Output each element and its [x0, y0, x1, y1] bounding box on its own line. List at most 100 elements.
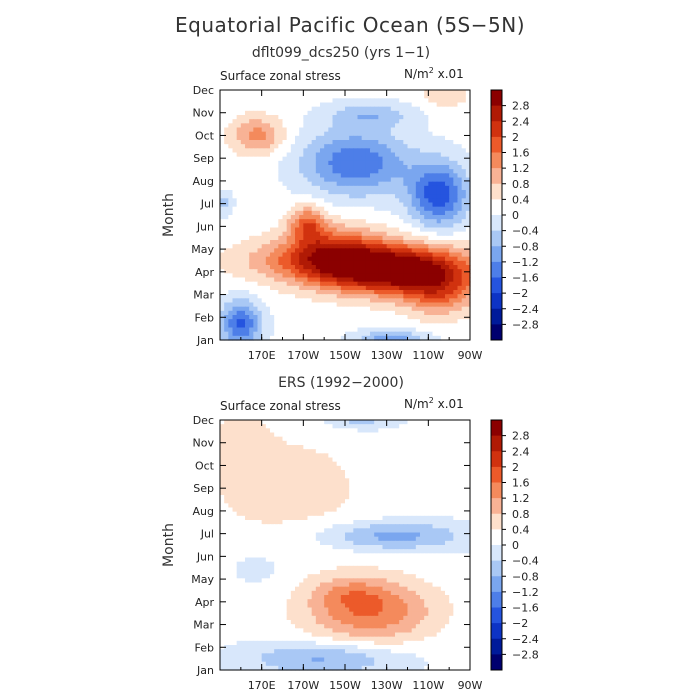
heatmap-cell [457, 478, 463, 484]
heatmap-cell [228, 256, 234, 262]
heatmap-cell [349, 499, 354, 504]
heatmap-cell [224, 331, 229, 337]
heatmap-cell [236, 127, 242, 133]
colorbar-swatch [491, 152, 502, 169]
heatmap-cell [220, 298, 225, 304]
heatmap-cell [270, 285, 275, 291]
heatmap-cell [320, 210, 325, 216]
heatmap-cell [345, 265, 350, 270]
heatmap-cell [270, 327, 275, 333]
heatmap-cell [324, 424, 329, 429]
heatmap-cell [340, 440, 346, 446]
panel-2-units-base: N/m [404, 397, 429, 411]
heatmap-cell [340, 248, 346, 254]
heatmap-cell [253, 106, 259, 112]
heatmap-cell [228, 315, 234, 320]
heatmap-cell [399, 94, 404, 99]
heatmap-cell [282, 156, 288, 162]
heatmap-cell [411, 215, 417, 220]
heatmap-cell [370, 265, 375, 270]
heatmap-cell [311, 490, 317, 496]
heatmap-cell [270, 106, 275, 112]
heatmap-cell [232, 169, 238, 174]
heatmap-cell [378, 432, 384, 438]
heatmap-cell [411, 265, 417, 270]
heatmap-cell [428, 185, 434, 191]
heatmap-cell [245, 194, 250, 199]
heatmap-cell [290, 457, 296, 463]
heatmap-cell [265, 244, 271, 249]
heatmap-cell [361, 169, 367, 174]
heatmap-cell [232, 465, 238, 471]
heatmap-cell [249, 131, 254, 137]
heatmap-cell [245, 169, 250, 174]
heatmap-cell [299, 273, 304, 279]
heatmap-cell [465, 461, 471, 467]
heatmap-cell [390, 298, 396, 304]
heatmap-cell [386, 428, 392, 434]
heatmap-cell [261, 140, 267, 145]
heatmap-cell [461, 223, 467, 229]
heatmap-cell [249, 110, 254, 116]
heatmap-cell [320, 160, 325, 166]
heatmap-cell [378, 140, 384, 145]
heatmap-cell [253, 482, 259, 488]
heatmap-cell [370, 98, 375, 104]
heatmap-cell [428, 240, 434, 245]
heatmap-cell [353, 227, 359, 233]
heatmap-cell [232, 190, 238, 195]
heatmap-cell [340, 457, 346, 463]
heatmap-cell [274, 285, 279, 291]
heatmap-cell [253, 453, 259, 459]
heatmap-cell [282, 240, 288, 245]
heatmap-cell [465, 323, 471, 329]
colorbar-swatch [491, 183, 502, 200]
heatmap-cell [374, 482, 379, 488]
heatmap-cell [378, 445, 384, 450]
heatmap-cell [220, 486, 225, 492]
heatmap-cell [349, 223, 354, 229]
heatmap-cell [249, 470, 254, 475]
heatmap-cell [457, 190, 463, 195]
heatmap-cell [274, 465, 279, 471]
heatmap-cell [445, 474, 450, 479]
heatmap-cell [257, 490, 263, 496]
heatmap-cell [249, 219, 254, 224]
heatmap-cell [395, 327, 400, 333]
colorbar-label: −2 [512, 287, 528, 300]
heatmap-cell [374, 144, 379, 149]
heatmap-cell [395, 256, 400, 262]
heatmap-cell [253, 248, 259, 254]
heatmap-cell [370, 190, 375, 195]
heatmap-cell [249, 306, 254, 312]
heatmap-cell [403, 457, 409, 463]
heatmap-cell [274, 273, 279, 279]
heatmap-cell [278, 440, 284, 446]
heatmap-cell [420, 486, 425, 492]
heatmap-cell [245, 140, 250, 145]
heatmap-cell [340, 465, 346, 471]
heatmap-cell [386, 198, 392, 204]
heatmap-cell [382, 223, 388, 229]
heatmap-cell [295, 123, 300, 129]
heatmap-cell [424, 335, 429, 341]
heatmap-cell [336, 156, 342, 162]
heatmap-cell [428, 432, 434, 438]
heatmap-cell [415, 269, 421, 274]
heatmap-cell [403, 285, 409, 291]
heatmap-cell [428, 331, 434, 337]
heatmap-cell [249, 160, 254, 166]
heatmap-cell [232, 281, 238, 287]
heatmap-cell [236, 165, 242, 170]
heatmap-cell [361, 194, 367, 199]
heatmap-cell [345, 90, 350, 95]
heatmap-cell [390, 177, 396, 183]
heatmap-cell [457, 256, 463, 262]
heatmap-cell [328, 223, 334, 229]
heatmap-cell [240, 436, 246, 442]
heatmap-cell [382, 490, 388, 496]
heatmap-cell [378, 202, 384, 208]
heatmap-cell [345, 440, 350, 446]
heatmap-cell [220, 248, 225, 254]
heatmap-cell [386, 148, 392, 154]
